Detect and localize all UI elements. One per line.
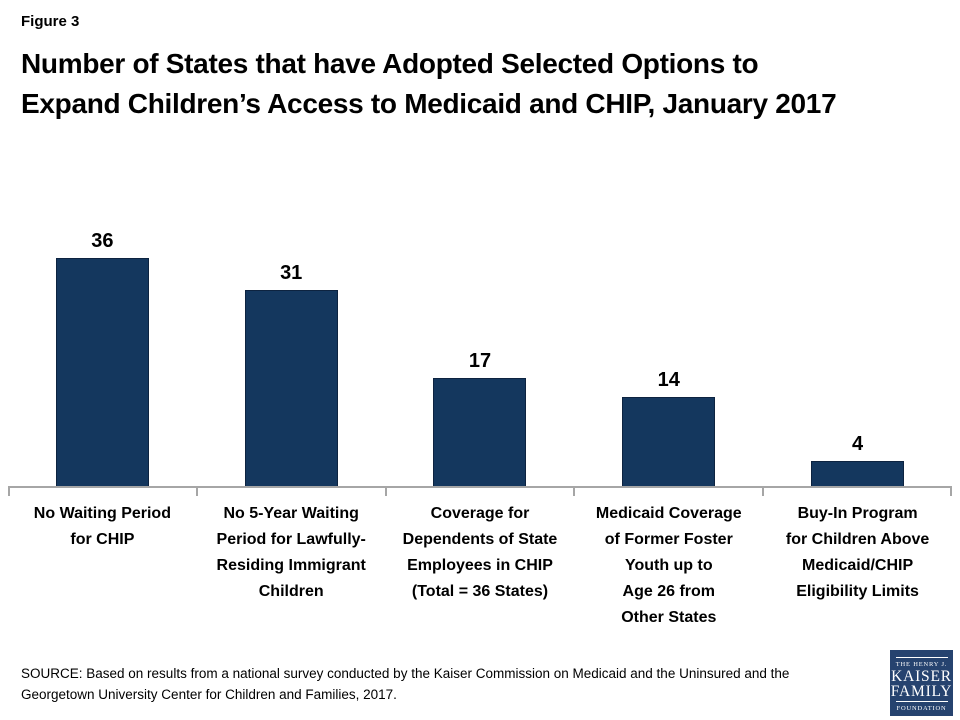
category-label-line: Residing Immigrant [216, 557, 366, 574]
category-label-line: Medicaid/CHIP [802, 557, 914, 574]
logo-bottom-rule [895, 700, 948, 702]
category-label-line: for Children Above [785, 531, 930, 548]
logo-line-the-henry-j: THE HENRY J. [895, 660, 948, 668]
category-label-line: (Total = 36 States) [411, 583, 549, 600]
bar [55, 258, 149, 486]
category-label-line: Eligibility Limits [796, 583, 919, 600]
axis-tick [950, 486, 952, 496]
category-label-line: No Waiting Period [33, 505, 171, 522]
category-label-line: Youth up to [624, 557, 713, 574]
bar [622, 397, 716, 486]
figure-label: Figure 3 [21, 13, 80, 30]
category-label-line: Other States [621, 609, 717, 626]
bar [811, 461, 905, 486]
category-label: Buy-In Program for Children Above Medicaid… [763, 501, 952, 631]
category-label-line: Period for Lawfully- [216, 531, 366, 548]
source-line-2: Georgetown University Center for Childre… [21, 687, 397, 702]
bar-group-5: 4 [763, 220, 952, 486]
axis-tick [573, 486, 576, 496]
bar-value-label: 31 [280, 262, 303, 284]
axis-tick [8, 486, 10, 496]
axis-tick [384, 486, 387, 496]
bar-group-3: 17 [386, 220, 575, 486]
category-label: No 5-Year Waiting Period for Lawfully- Res… [197, 501, 386, 631]
category-label-line: Age 26 from [622, 583, 716, 600]
bar-group-1: 36 [8, 220, 197, 486]
logo-line-family: FAMILY [890, 682, 953, 700]
plot-area: 36 31 17 14 4 [8, 220, 952, 488]
logo-line-kaiser: KAISER [891, 667, 952, 685]
bar-value-label: 14 [657, 369, 680, 391]
category-label: Coverage for Dependents of State Employees… [386, 501, 575, 631]
bar-value-label: 17 [468, 350, 492, 372]
category-label-line: No 5-Year Waiting [223, 505, 359, 522]
category-label-line: Coverage for [430, 505, 530, 522]
bar [244, 290, 338, 486]
page-title-line-2: Expand Children’s Access to Medicaid and… [21, 88, 837, 119]
page-title: Number of States that have Adopted Selec… [21, 44, 941, 124]
bar-group-2: 31 [197, 220, 386, 486]
axis-tick [762, 486, 765, 496]
category-label: Medicaid Coverage of Former Foster Youth u… [574, 501, 763, 631]
source-note: SOURCE: Based on results from a national… [21, 663, 871, 705]
kaiser-family-foundation-logo: THE HENRY J. KAISER FAMILY FOUNDATION [890, 650, 953, 716]
bar-value-label: 36 [91, 230, 114, 252]
logo-top-rule [895, 656, 948, 658]
bar-group-4: 14 [574, 220, 763, 486]
category-label-line: Dependents of State [402, 531, 558, 548]
bar-chart: 36 31 17 14 4 No Waiting Period for CHIP No 5-… [8, 220, 952, 631]
category-label-line: Children [258, 583, 324, 600]
category-label-line: for CHIP [70, 531, 135, 548]
logo-line-foundation: FOUNDATION [896, 704, 947, 712]
category-label-line: Buy-In Program [797, 505, 918, 522]
category-label-line: Medicaid Coverage [595, 505, 742, 522]
category-label-line: Employees in CHIP [407, 557, 553, 574]
page-title-line-1: Number of States that have Adopted Selec… [21, 48, 759, 79]
category-label-line: of Former Foster [604, 531, 733, 548]
bar [433, 378, 527, 486]
source-line-1: SOURCE: Based on results from a national… [21, 666, 790, 681]
category-labels-row: No Waiting Period for CHIP No 5-Year Waiti… [8, 488, 952, 631]
category-label: No Waiting Period for CHIP [8, 501, 197, 631]
axis-tick [195, 486, 198, 496]
bar-value-label: 4 [852, 433, 864, 455]
